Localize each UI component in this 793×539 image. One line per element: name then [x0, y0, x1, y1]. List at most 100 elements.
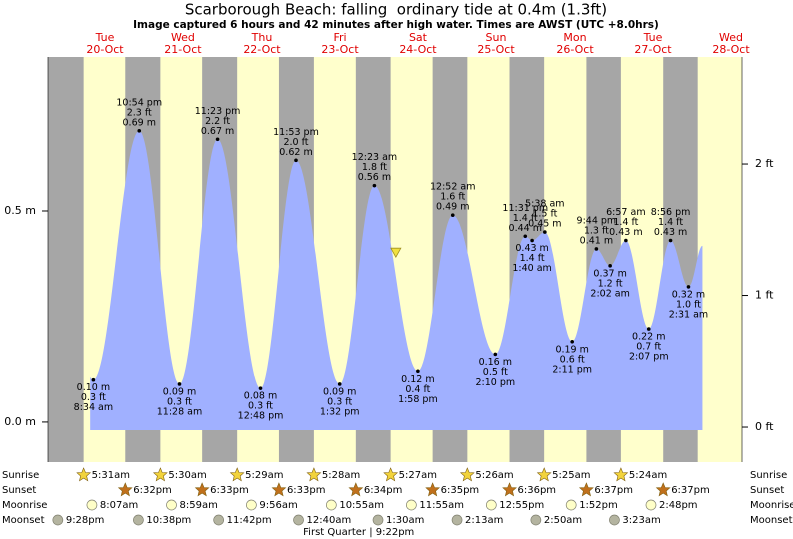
tide-label: 0.69 m [123, 117, 156, 128]
tide-area [93, 130, 689, 430]
tide-label: 8:56 pm [651, 207, 691, 218]
row-time: 6:36pm [518, 485, 557, 496]
row-time: 6:33pm [287, 485, 326, 496]
date-label: 23-Oct [321, 43, 359, 56]
row-time: 12:40am [307, 515, 352, 526]
tide-label: 0.22 m [632, 332, 665, 343]
tide-label: 1.4 ft [520, 253, 545, 264]
row-icon [536, 467, 552, 482]
tide-label: 1.8 ft [362, 162, 387, 173]
row-time: 5:30am [168, 470, 206, 481]
row-time: 1:30am [386, 515, 424, 526]
tide-label: 0.67 m [201, 126, 234, 137]
day-label: Tue [643, 31, 663, 44]
row-label: Sunrise [2, 470, 39, 481]
row-icon [655, 482, 671, 497]
row-time: 6:37pm [594, 485, 633, 496]
row-time: 5:28am [322, 470, 360, 481]
tide-label: 11:23 pm [195, 106, 241, 117]
y2-tick-label: 0 ft [755, 420, 774, 433]
row-time: 11:42pm [227, 515, 272, 526]
tide-point [523, 234, 528, 239]
tide-label: 12:23 am [352, 152, 397, 163]
tide-label: 1:32 pm [320, 406, 360, 417]
row-time: 5:25am [552, 470, 590, 481]
tide-point [624, 238, 628, 243]
row-icon [578, 482, 594, 497]
date-label: 25-Oct [477, 43, 515, 56]
row-icon [372, 514, 384, 526]
tide-point [294, 158, 298, 163]
row-icon [383, 467, 399, 482]
tide-label: 8:34 am [74, 402, 113, 413]
y2-tick-label: 1 ft [755, 289, 774, 302]
tide-label: 6:57 am [606, 207, 645, 218]
tide-label: 1.4 ft [613, 217, 638, 228]
row-icon [306, 467, 322, 482]
row-icon [609, 514, 620, 526]
tide-label: 2:02 am [590, 288, 629, 299]
row-time: 5:27am [399, 470, 437, 481]
day-label: Mon [563, 31, 586, 44]
day-label: Thu [251, 31, 273, 44]
tide-label: 1.4 ft [658, 217, 683, 228]
row-time: 2:13am [465, 515, 503, 526]
tide-point [608, 264, 612, 268]
tide-label: 0.43 m [609, 227, 642, 238]
row-icon [117, 482, 133, 497]
row-icon [348, 482, 364, 497]
tide-label: 0.45 m [528, 219, 561, 230]
tide-area-head [90, 376, 94, 430]
tide-label: 2:10 pm [475, 377, 515, 388]
tide-label: 0.44 m [509, 223, 542, 234]
tide-label: 1.3 ft [584, 225, 609, 236]
row-time: 3:23am [622, 515, 660, 526]
row-time: 6:35pm [441, 485, 480, 496]
y-tick-label: 0.5 m [4, 204, 36, 217]
tide-label: 11:31 pm [502, 203, 548, 214]
row-time: 6:33pm [210, 485, 249, 496]
row-icon [133, 514, 144, 526]
tide-label: 2:07 pm [629, 352, 669, 363]
row-icon [246, 499, 257, 511]
tide-label: 11:53 pm [273, 127, 319, 138]
row-time: 10:55am [339, 500, 384, 511]
date-label: 28-Oct [712, 43, 750, 56]
row-icon [166, 499, 177, 511]
tide-label: 0.32 m [672, 289, 705, 300]
row-time: 5:26am [475, 470, 513, 481]
tide-point [215, 137, 220, 142]
tide-label: 0.09 m [323, 386, 356, 397]
date-label: 24-Oct [399, 43, 437, 56]
row-time: 2:50am [544, 515, 582, 526]
day-band [697, 57, 742, 462]
row-icon [52, 514, 64, 526]
tide-point [668, 238, 673, 243]
row-time: 10:38pm [146, 515, 191, 526]
tide-point [450, 213, 455, 218]
row-icon [530, 514, 542, 526]
tide-label: 0.6 ft [560, 354, 585, 365]
row-icon [86, 499, 98, 511]
tide-label: 2:31 am [669, 309, 708, 320]
row-icon [502, 482, 517, 497]
day-label: Sat [409, 31, 428, 44]
row-time: 6:37pm [671, 485, 710, 496]
chart-subtitle: Image captured 6 hours and 42 minutes af… [133, 19, 659, 31]
row-icon [229, 467, 245, 482]
tide-label: 5:38 am [525, 199, 564, 210]
tide-label: 0.19 m [555, 344, 588, 355]
tide-label: 0.49 m [436, 202, 469, 213]
tide-point [594, 247, 599, 251]
tide-label: 0.09 m [163, 386, 196, 397]
date-label: 22-Oct [243, 43, 281, 56]
tide-label: 12:52 am [430, 182, 475, 193]
tide-point [258, 386, 263, 390]
tide-label: 2.2 ft [205, 116, 230, 127]
chart-title: Scarborough Beach: falling ordinary tide… [185, 1, 607, 19]
row-icon [406, 499, 417, 511]
row-icon [565, 499, 577, 511]
row-icon [613, 467, 629, 482]
row-time: 5:24am [629, 470, 667, 481]
